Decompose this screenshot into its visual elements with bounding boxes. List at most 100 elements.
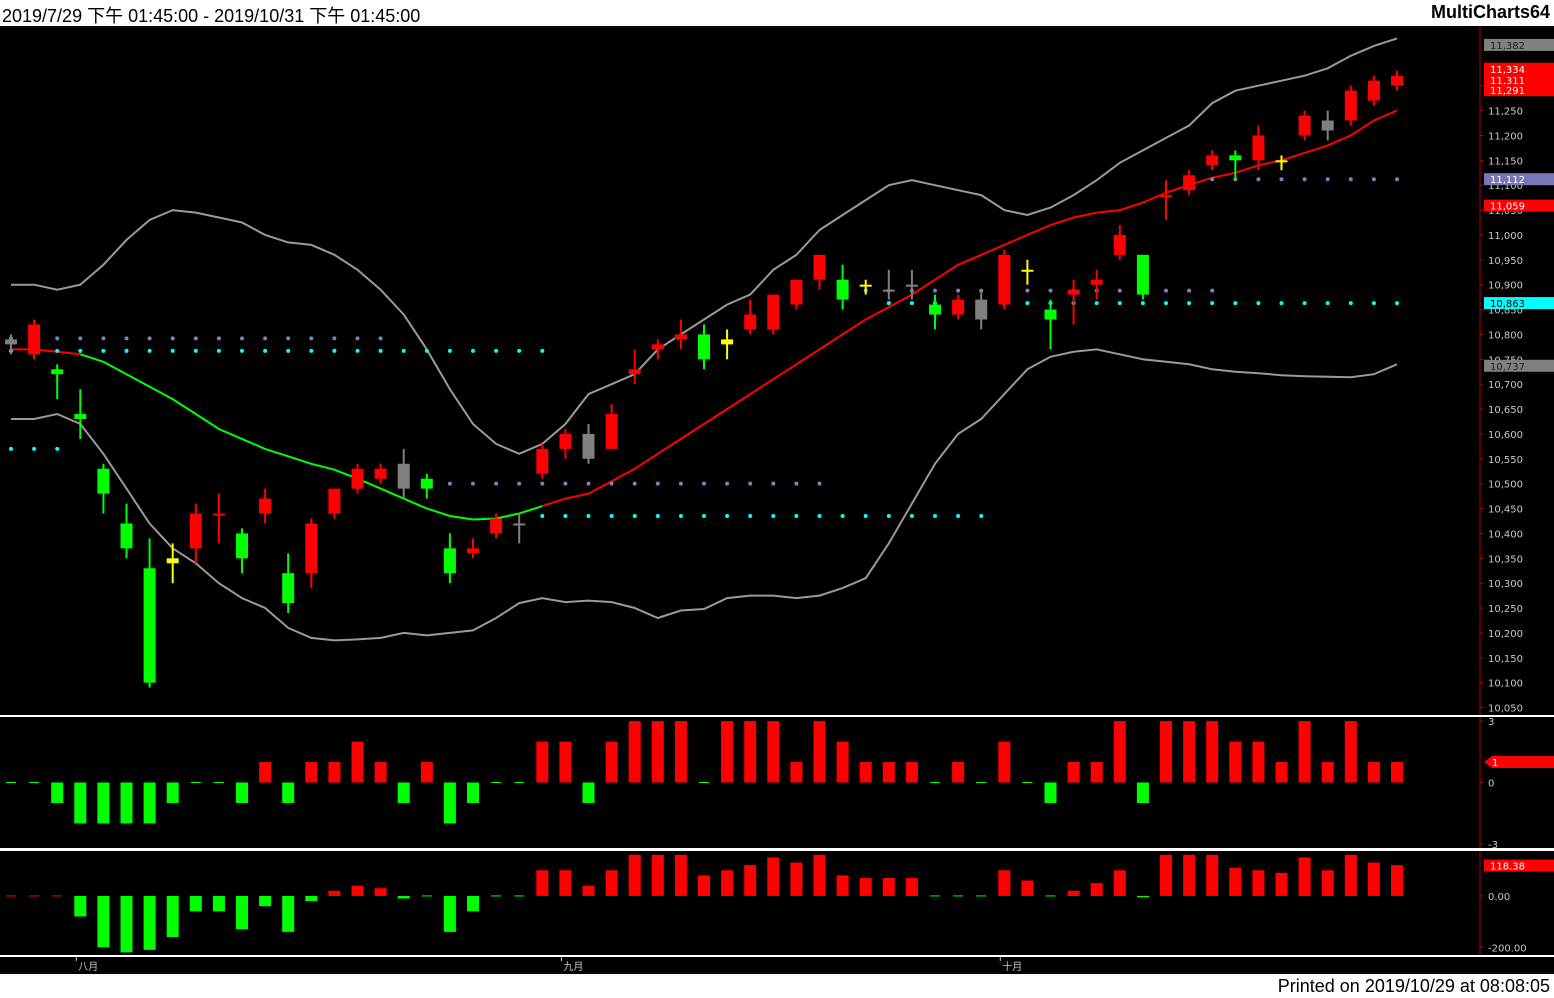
stop-dot [332,336,337,341]
price-tag-label: 11,382 [1490,41,1525,52]
histogram-bar [1321,870,1334,896]
histogram-bar [859,762,872,783]
moving-average-line-down [79,353,543,521]
candle-body [282,573,295,604]
histogram-bar [859,877,872,896]
candle-body [236,533,248,559]
histogram-bar [1113,870,1126,896]
printed-timestamp: Printed on 2019/10/29 at 08:08:05 [1277,976,1550,996]
stop-dot [979,514,984,519]
candle-body [790,279,803,305]
stop-dot [1348,301,1353,306]
histogram-bar [212,895,225,912]
histogram-bar [282,895,295,932]
chart-canvas[interactable]: 10,050 10,100 10,150 10,200 10,250 10,300 10,3… [0,26,1554,974]
histogram-bar [836,741,849,783]
candle-body [5,339,17,345]
stop-dot [1325,177,1330,182]
stop-dot [147,348,152,353]
candle-body [744,314,757,330]
candle-body [859,284,872,287]
histogram-bar [351,885,364,896]
stop-dot [609,514,614,519]
candle-body [467,548,479,554]
bollinger-upper-line [11,37,1398,455]
indicator2-tag [1484,859,1554,872]
stop-dot [147,336,152,341]
price-tag-bg [1484,199,1554,212]
histogram-bar [905,762,918,783]
histogram-bar [790,862,803,896]
candle-body [1136,254,1149,295]
histogram-bar [882,877,895,896]
stop-dot [748,514,753,519]
stop-dot [540,481,545,486]
y-tick-label: 10,450 [1488,505,1523,516]
histogram-bar [1367,862,1380,896]
candle-body [836,279,849,300]
stop-dot [55,348,60,353]
stop-dot [78,348,83,353]
histogram-bar [397,895,410,899]
stop-dot [817,481,822,486]
stop-dot [1302,177,1307,182]
histogram-bar [467,782,479,803]
y-tick-label: 10,850 [1488,306,1523,317]
stop-dot [1395,177,1399,182]
histogram-bar [305,762,318,783]
price-tag-bg [1484,74,1554,87]
bollinger-lower-line [11,348,1398,642]
histogram-bar [374,762,387,783]
histogram-bar [328,762,341,783]
stop-dot [240,348,244,353]
histogram-bar [721,721,734,783]
stop-dot [540,514,545,519]
stop-dot [401,348,406,353]
histogram-bar [1275,762,1288,783]
candle-body [74,414,87,420]
histogram-bar [1206,854,1219,896]
price-tag-label: 11,059 [1490,202,1525,213]
price-tag-label: 10,737 [1490,362,1525,373]
histogram-bar [143,895,156,950]
stop-dot [193,348,198,353]
panel-separator [0,715,1554,717]
stop-dot [886,301,891,306]
stop-dot [216,348,221,353]
candle-body [1021,269,1034,272]
price-tag-bg [1484,62,1554,75]
stop-dot [424,348,429,353]
x-tick-label: 九月 [563,961,583,973]
stop-dot [586,481,591,486]
candle-body [189,513,202,549]
stop-dot [471,481,475,486]
stop-dot [216,336,221,341]
candle-body [305,523,318,574]
histogram-bar [443,895,456,932]
histogram-bar [605,870,618,896]
stop-dot [124,348,129,353]
candle-body [1275,160,1288,163]
histogram-bar [905,877,918,896]
footer: Printed on 2019/10/29 at 08:08:05 [0,974,1554,998]
stop-dot [956,288,961,293]
stop-dot [101,348,106,353]
stop-dot [9,446,13,451]
histogram-bar [1298,857,1311,896]
y-tick-label: 10,950 [1488,256,1523,267]
histogram-bar [674,854,687,896]
candle-body [767,294,780,330]
histogram-bar [1067,890,1080,896]
stop-dot [378,348,383,353]
moving-average-line-up [541,109,1398,508]
stop-dot [1256,301,1261,306]
stop-dot [794,514,799,519]
stop-dot [678,481,683,486]
stop-dot [1025,301,1030,306]
histogram-bar [236,895,248,930]
x-axis-bg [0,957,1554,974]
histogram-bar [998,870,1011,896]
histogram-bar [397,782,410,803]
stop-dot [1164,301,1168,306]
histogram-bar [74,895,87,917]
